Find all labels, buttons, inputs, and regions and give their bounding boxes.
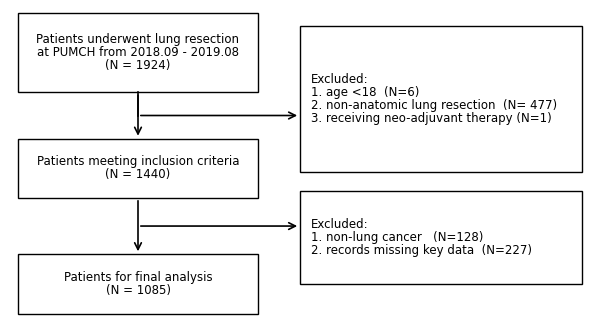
Bar [18, 13, 258, 92]
Text: 3. receiving neo-adjuvant therapy (N=1): 3. receiving neo-adjuvant therapy (N=1) [311, 112, 551, 125]
Text: Excluded:: Excluded: [311, 73, 368, 86]
Bar [18, 254, 258, 314]
Text: (N = 1440): (N = 1440) [106, 168, 170, 182]
Text: (N = 1085): (N = 1085) [106, 284, 170, 297]
Text: at PUMCH from 2018.09 - 2019.08: at PUMCH from 2018.09 - 2019.08 [37, 46, 239, 59]
Text: (N = 1924): (N = 1924) [106, 59, 170, 73]
Text: 2. records missing key data  (N=227): 2. records missing key data (N=227) [311, 244, 532, 257]
Text: Excluded:: Excluded: [311, 218, 368, 231]
Bar [18, 139, 258, 198]
Text: 1. non-lung cancer   (N=128): 1. non-lung cancer (N=128) [311, 231, 483, 244]
Bar [300, 191, 582, 284]
Text: Patients meeting inclusion criteria: Patients meeting inclusion criteria [37, 155, 239, 168]
Text: 1. age <18  (N=6): 1. age <18 (N=6) [311, 86, 419, 99]
Text: Patients underwent lung resection: Patients underwent lung resection [37, 33, 239, 46]
Text: Patients for final analysis: Patients for final analysis [64, 271, 212, 284]
Bar [300, 26, 582, 172]
Text: 2. non-anatomic lung resection  (N= 477): 2. non-anatomic lung resection (N= 477) [311, 99, 557, 112]
